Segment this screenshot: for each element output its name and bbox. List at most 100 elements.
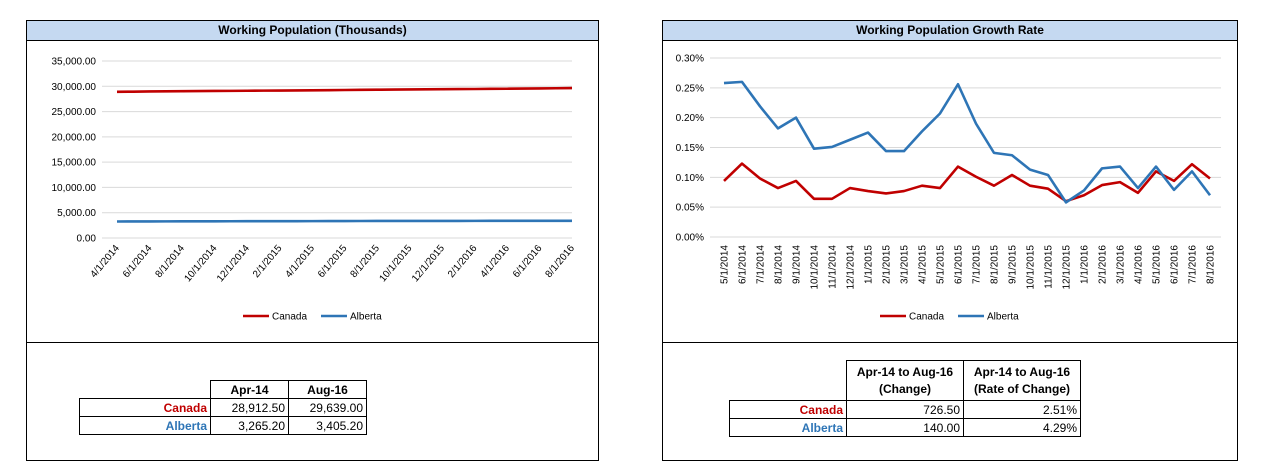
x-tick-label: 2/1/2015 [882, 245, 893, 284]
x-tick-label: 5/1/2014 [720, 245, 731, 284]
x-tick-label: 8/1/2016 [1206, 245, 1217, 284]
x-tick-label: 6/1/2015 [316, 243, 350, 280]
row-label-alberta: Alberta [79, 416, 211, 435]
x-tick-label: 6/1/2015 [954, 245, 965, 284]
x-tick-label: 11/1/2015 [1044, 245, 1055, 289]
population-panel: Working Population (Thousands) 0.00 5,000… [26, 20, 599, 461]
header-line: Apr-14 to Aug-16 [856, 364, 954, 379]
table-cell: 2.51% [963, 400, 1081, 419]
series-line-canada [723, 162, 1211, 203]
x-tick-label: 4/1/2016 [479, 243, 513, 280]
x-tick-label: 12/1/2015 [1062, 245, 1073, 290]
change-summary-table: Apr-14 to Aug-16 (Change) Apr-14 to Aug-1… [729, 360, 1081, 437]
growth-chart-title: Working Population Growth Rate [663, 21, 1237, 41]
row-label-canada: Canada [729, 400, 847, 419]
growth-rate-chart: 0.00% 0.05% 0.10% 0.15% 0.20% 0.25% 0.30% 5/1/2… [676, 54, 1221, 323]
y-tick-label: 15,000.00 [52, 158, 97, 169]
x-tick-label: 7/1/2016 [1188, 245, 1199, 284]
x-tick-label: 10/1/2015 [1026, 245, 1037, 290]
y-tick-label: 0.25% [676, 83, 704, 94]
y-tick-label: 0.00% [676, 233, 704, 244]
table-cell: 140.00 [846, 418, 964, 437]
x-tick-label: 5/1/2016 [1152, 245, 1163, 284]
y-tick-label: 30,000.00 [52, 82, 97, 93]
y-tick-label: 5,000.00 [57, 208, 96, 219]
series-line-canada [116, 86, 573, 94]
x-tick-label: 10/1/2014 [810, 245, 821, 290]
table-header-cell: Aug-16 [288, 380, 367, 399]
y-tick-label: 0.10% [676, 173, 704, 184]
x-tick-label: 8/1/2016 [544, 243, 578, 280]
x-tick-label: 4/1/2014 [89, 243, 123, 280]
x-tick-label: 9/1/2015 [1008, 245, 1019, 284]
x-tick-label: 2/1/2015 [251, 243, 285, 280]
series-line-alberta [116, 219, 573, 223]
x-tick-label: 7/1/2014 [756, 245, 767, 284]
x-tick-label: 4/1/2015 [918, 245, 929, 284]
x-tick-label: 3/1/2016 [1116, 245, 1127, 284]
x-tick-label: 9/1/2014 [792, 245, 803, 284]
table-header-cell: Apr-14 to Aug-16 (Change) [846, 360, 964, 401]
x-tick-label: 8/1/2015 [349, 243, 383, 280]
x-tick-label: 4/1/2015 [284, 243, 318, 280]
legend-label-alberta: Alberta [350, 312, 382, 323]
table-cell: 726.50 [846, 400, 964, 419]
legend-label-canada: Canada [909, 312, 944, 323]
x-tick-label: 6/1/2016 [511, 243, 545, 280]
x-tick-label: 1/1/2015 [864, 245, 875, 284]
table-header-cell: Apr-14 to Aug-16 (Rate of Change) [963, 360, 1081, 401]
x-tick-label: 6/1/2016 [1170, 245, 1181, 284]
panel-divider [663, 342, 1237, 343]
x-tick-label: 8/1/2015 [990, 245, 1001, 284]
x-tick-label: 12/1/2014 [215, 243, 252, 284]
x-tick-label: 12/1/2015 [410, 243, 447, 284]
y-tick-label: 0.05% [676, 203, 704, 214]
table-cell: 3,405.20 [288, 416, 367, 435]
x-tick-label: 6/1/2014 [738, 245, 749, 284]
y-tick-label: 0.20% [676, 113, 704, 124]
row-label-alberta: Alberta [729, 418, 847, 437]
x-tick-label: 10/1/2015 [377, 243, 414, 284]
y-tick-label: 25,000.00 [52, 107, 97, 118]
legend-label-canada: Canada [272, 312, 307, 323]
row-label-canada: Canada [79, 398, 211, 417]
table-row-canada: Canada 28,912.50 29,639.00 [79, 398, 367, 417]
x-tick-label: 8/1/2014 [774, 245, 785, 284]
header-line: (Rate of Change) [974, 381, 1070, 396]
table-row-alberta: Alberta 140.00 4.29% [729, 418, 1081, 437]
x-tick-label: 6/1/2014 [121, 243, 155, 280]
table-cell: 29,639.00 [288, 398, 367, 417]
y-tick-label: 35,000.00 [52, 57, 97, 68]
y-tick-label: 0.15% [676, 143, 704, 154]
series-line-alberta [723, 80, 1212, 204]
population-chart: 0.00 5,000.00 10,000.00 15,000.00 20,000.00 2… [52, 57, 578, 323]
x-tick-label: 11/1/2014 [828, 245, 839, 289]
y-tick-label: 0.00 [77, 234, 97, 245]
population-chart-title: Working Population (Thousands) [27, 21, 598, 41]
population-summary-table: Apr-14 Aug-16 Canada 28,912.50 29,639.00… [79, 380, 367, 435]
x-tick-label: 12/1/2014 [846, 245, 857, 290]
header-line: (Change) [879, 381, 931, 396]
table-cell: 3,265.20 [210, 416, 289, 435]
x-tick-label: 1/1/2016 [1080, 245, 1091, 284]
x-tick-label: 2/1/2016 [446, 243, 480, 280]
x-tick-label: 7/1/2015 [972, 245, 983, 284]
panel-divider [27, 342, 598, 343]
table-header-cell: Apr-14 [210, 380, 289, 399]
y-tick-label: 20,000.00 [52, 132, 97, 143]
x-tick-label: 2/1/2016 [1098, 245, 1109, 284]
x-tick-label: 8/1/2014 [154, 243, 188, 280]
x-tick-label: 10/1/2014 [182, 243, 219, 284]
table-row-alberta: Alberta 3,265.20 3,405.20 [79, 416, 367, 435]
table-row-canada: Canada 726.50 2.51% [729, 400, 1081, 419]
x-tick-label: 5/1/2015 [936, 245, 947, 284]
table-cell: 28,912.50 [210, 398, 289, 417]
table-cell: 4.29% [963, 418, 1081, 437]
x-tick-label: 3/1/2015 [900, 245, 911, 284]
table-header-row: Apr-14 to Aug-16 (Change) Apr-14 to Aug-1… [729, 360, 1081, 401]
y-tick-label: 10,000.00 [52, 183, 97, 194]
header-line: Apr-14 to Aug-16 [973, 364, 1071, 379]
growth-rate-panel: Working Population Growth Rate 0.00% 0.05… [662, 20, 1238, 461]
y-tick-label: 0.30% [676, 54, 704, 65]
table-header-row: Apr-14 Aug-16 [79, 380, 367, 399]
